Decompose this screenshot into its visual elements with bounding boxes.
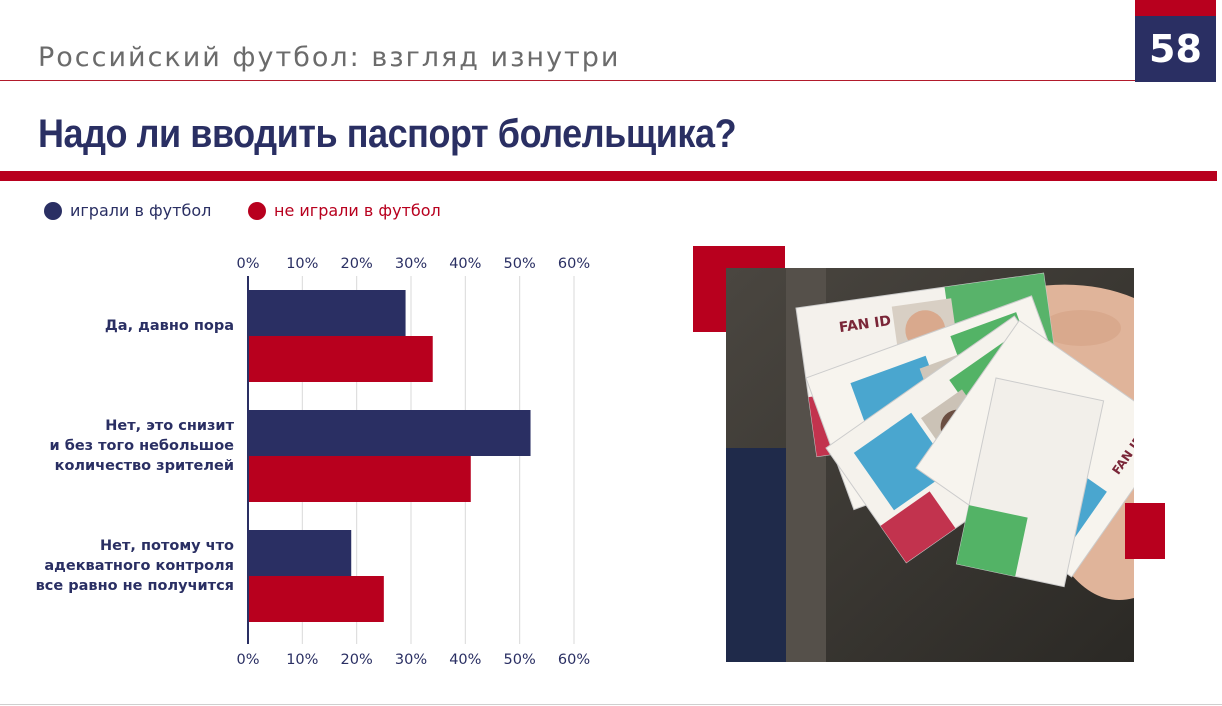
x-tick-label-top: 20% xyxy=(341,256,373,272)
svg-text:FAN ID: FAN ID xyxy=(838,313,892,336)
x-tick-label-top: 30% xyxy=(395,256,427,272)
category-label: Нет, это снизит xyxy=(105,418,234,434)
legend-swatch-navy xyxy=(44,201,62,220)
x-tick-label-bottom: 60% xyxy=(558,652,590,668)
x-tick-label-top: 50% xyxy=(504,256,536,272)
title-underline-bar xyxy=(0,171,1217,181)
x-tick-label-bottom: 50% xyxy=(504,652,536,668)
x-tick-label-bottom: 20% xyxy=(341,652,373,668)
bar-chart: 0% 0% 10% 10% 20% 20% 30% 30% 40% 40% 50% 50% 60% 60%… xyxy=(36,256,591,668)
page-number-badge: 58 xyxy=(1135,0,1216,82)
bar xyxy=(248,576,384,622)
photo-accent-right xyxy=(1125,503,1165,559)
header-divider xyxy=(0,80,1135,81)
bar xyxy=(248,410,531,456)
category-label: количество зрителей xyxy=(55,458,234,474)
bar xyxy=(248,456,471,502)
bottom-divider xyxy=(0,704,1222,705)
x-tick-label-top: 10% xyxy=(286,256,318,272)
x-tick-label-top: 0% xyxy=(236,256,259,272)
legend-label-not-played: не играли в футбол xyxy=(274,201,441,220)
page-title: Надо ли вводить паспорт болельщика? xyxy=(38,112,737,156)
x-tick-label-top: 60% xyxy=(558,256,590,272)
category-label: адекватного контроля xyxy=(44,558,234,574)
x-tick-label-top: 40% xyxy=(449,256,481,272)
bar xyxy=(248,336,433,382)
bar xyxy=(248,530,352,576)
bar xyxy=(248,290,406,336)
legend-item-not-played: не играли в футбол xyxy=(248,201,441,220)
category-label: и без того небольшое xyxy=(49,438,234,454)
legend-item-played: играли в футбол xyxy=(44,201,211,220)
legend-swatch-red xyxy=(248,201,266,220)
category-label: все равно не получится xyxy=(36,578,234,594)
x-tick-label-bottom: 30% xyxy=(395,652,427,668)
x-tick-label-bottom: 10% xyxy=(286,652,318,668)
legend-label-played: играли в футбол xyxy=(70,201,212,220)
fan-id-photo: FAN ID FAN ID xyxy=(726,268,1134,662)
fan-id-cards-illustration: FAN ID FAN ID xyxy=(726,268,1134,662)
x-tick-label-bottom: 40% xyxy=(449,652,481,668)
x-tick-label-bottom: 0% xyxy=(236,652,259,668)
report-subtitle: Российский футбол: взгляд изнутри xyxy=(38,42,621,73)
category-label: Нет, потому что xyxy=(100,538,234,554)
category-label: Да, давно пора xyxy=(105,318,234,334)
